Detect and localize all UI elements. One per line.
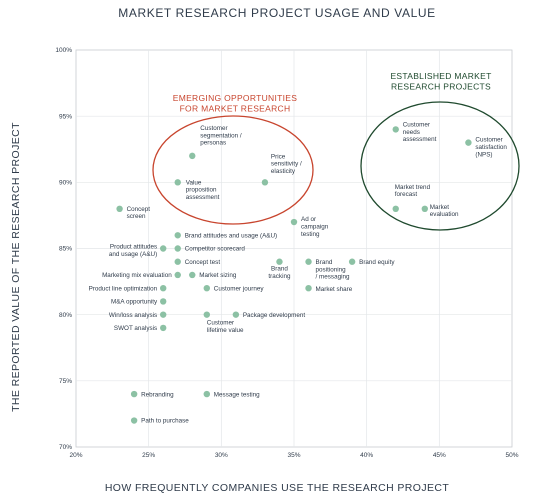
data-point [276,258,283,265]
point-label: Marketing mix evaluation [102,272,172,279]
data-point [160,324,167,332]
data-points [116,126,472,424]
data-point [305,285,312,292]
y-tick-label: 100% [55,47,72,54]
x-tick-label: 40% [360,452,373,459]
data-point [160,285,167,292]
emerging-opportunities-annotation: EMERGING OPPORTUNITIES FOR MARKET RESEARC… [173,93,298,114]
annotation-ellipses [152,101,520,231]
x-tick-label: 35% [287,452,300,459]
point-label: Product line optimization [89,285,158,292]
point-labels: Customer segmentation / personas Price sensi… [89,121,508,424]
point-label: Message testing [214,391,260,398]
data-point [392,205,399,212]
x-tick-label: 20% [69,452,82,459]
data-point [465,139,472,146]
x-tick-label: 25% [142,452,155,459]
point-label: Brand attitudes and usage (A&U) [185,232,277,239]
point-label: Concept screen [127,206,151,220]
point-label: Price sensitivity / elasticity [271,153,302,175]
x-axis-title: HOW FREQUENTLY COMPANIES USE THE RESEARC… [105,482,450,494]
x-tick-label: 50% [505,452,518,459]
point-label: Concept test [185,259,221,266]
data-point [174,232,181,239]
point-label: Customer journey [214,285,265,292]
point-label: Package development [243,312,306,319]
data-point [116,205,123,212]
chart-title: MARKET RESEARCH PROJECT USAGE AND VALUE [118,6,435,20]
data-point [189,152,196,160]
data-point [305,258,312,265]
y-tick-label: 95% [59,113,72,120]
data-point [203,311,210,318]
point-label: Market share [316,286,353,293]
point-label: Customer lifetime value [207,320,244,334]
y-tick-label: 70% [59,444,72,451]
data-point [174,179,181,186]
x-tick-label: 45% [433,452,446,459]
data-point [174,271,181,279]
data-point [189,271,196,279]
point-label: Brand equity [359,259,395,266]
point-label: Customer needs assessment [403,121,437,143]
x-tick-label: 30% [215,452,228,459]
data-point [261,179,269,186]
data-point [421,205,428,212]
emerging-opportunities-ellipse [152,115,314,225]
annotations: EMERGING OPPORTUNITIES FOR MARKET RESEARC… [173,71,492,114]
point-label: Path to purchase [141,418,189,425]
y-axis-title: THE REPORTED VALUE OF THE RESEARCH PROJE… [10,122,22,412]
point-label: Rebranding [141,391,174,398]
point-label: M&A opportunity [111,299,158,306]
point-label: Market trend forecast [395,184,431,198]
point-label: Ad or campaign testing [301,216,329,238]
point-label: SWOT analysis [114,325,157,332]
data-point [130,417,138,424]
point-label: Brand tracking [268,266,291,280]
data-point [290,218,298,226]
point-label: Market sizing [199,272,237,279]
data-point [392,126,399,133]
data-point [203,390,210,398]
point-label: Win/loss analysis [109,312,157,319]
data-point [348,258,356,265]
data-point [203,285,210,292]
data-point [160,298,167,305]
data-point [160,311,167,318]
data-point [130,390,138,398]
point-label: Value proposition assessment [186,179,220,201]
data-point [174,258,181,265]
point-label: Customer segmentation / personas [200,125,242,147]
point-label: Competitor scorecard [185,246,246,253]
point-label: Brand positioning / messaging [316,259,350,281]
established-projects-ellipse [360,101,520,231]
y-tick-label: 85% [59,246,72,253]
tick-labels: 20% 25% 30% 35% 40% 45% 50% 70% 75% 80% 85% 90% 95% 1… [55,47,518,459]
point-label: Product attitudes and usage (A&U) [109,244,157,258]
data-point [174,245,181,252]
established-projects-annotation: ESTABLISHED MARKET RESEARCH PROJECTS [390,71,491,92]
y-tick-label: 90% [59,180,72,187]
y-tick-label: 80% [59,312,72,319]
data-point [160,245,167,252]
point-label: Customer satisfaction (NPS) [475,137,507,159]
y-tick-label: 75% [59,378,72,385]
data-point [232,311,240,318]
point-label: Market evaluation [430,204,459,218]
gridlines [76,50,512,447]
